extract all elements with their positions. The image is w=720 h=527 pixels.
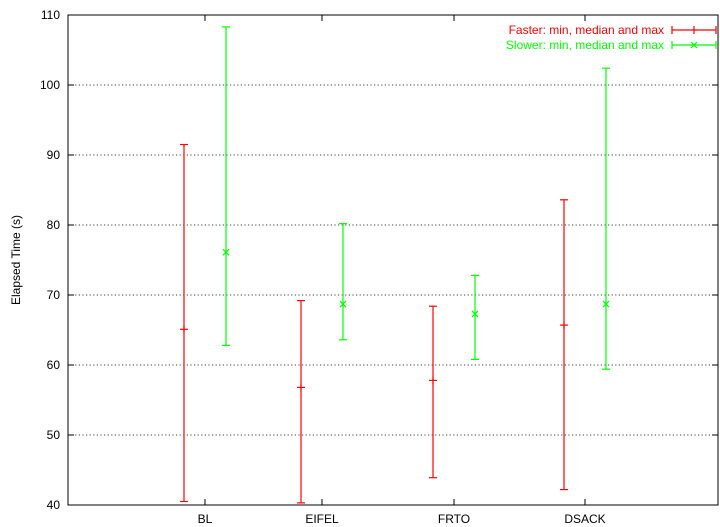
y-tick-label: 50 <box>47 428 61 442</box>
y-tick-label: 70 <box>47 288 61 302</box>
series <box>180 26 610 504</box>
legend-entry: Faster: min, median and max <box>509 23 717 37</box>
y-tick-label: 110 <box>41 8 60 22</box>
median-marker-plus <box>560 321 568 330</box>
legend-label: Faster: min, median and max <box>509 23 664 37</box>
series-slower <box>222 26 610 370</box>
median-marker-plus <box>180 325 188 334</box>
median-marker-plus <box>297 383 305 392</box>
x-tick-label: FRTO <box>438 512 470 526</box>
legend-label: Slower: min, median and max <box>506 38 664 52</box>
y-tick-label: 90 <box>47 148 61 162</box>
y-tick-label: 80 <box>47 218 61 232</box>
median-marker-plus <box>429 376 437 385</box>
x-tick-label: EIFEL <box>305 512 339 526</box>
x-tick-label: BL <box>198 512 213 526</box>
legend-entry: Slower: min, median and max <box>506 38 717 52</box>
median-marker-x <box>471 310 479 318</box>
plot-frame <box>67 14 719 506</box>
y-tick-label: 40 <box>47 498 61 512</box>
median-marker-x <box>602 300 610 308</box>
y-axis-label: Elapsed Time (s) <box>9 215 23 305</box>
series-faster <box>180 143 568 504</box>
median-marker-x <box>339 300 347 308</box>
x-axis-ticks: BL EIFEL FRTO DSACK <box>198 15 606 526</box>
y-axis-ticks: 40 50 60 70 80 90 100 110 <box>40 8 718 512</box>
x-tick-label: DSACK <box>564 512 605 526</box>
y-tick-label: 60 <box>47 358 61 372</box>
gridlines <box>68 84 718 436</box>
y-tick-label: 100 <box>40 78 60 92</box>
median-marker-x <box>222 248 230 256</box>
